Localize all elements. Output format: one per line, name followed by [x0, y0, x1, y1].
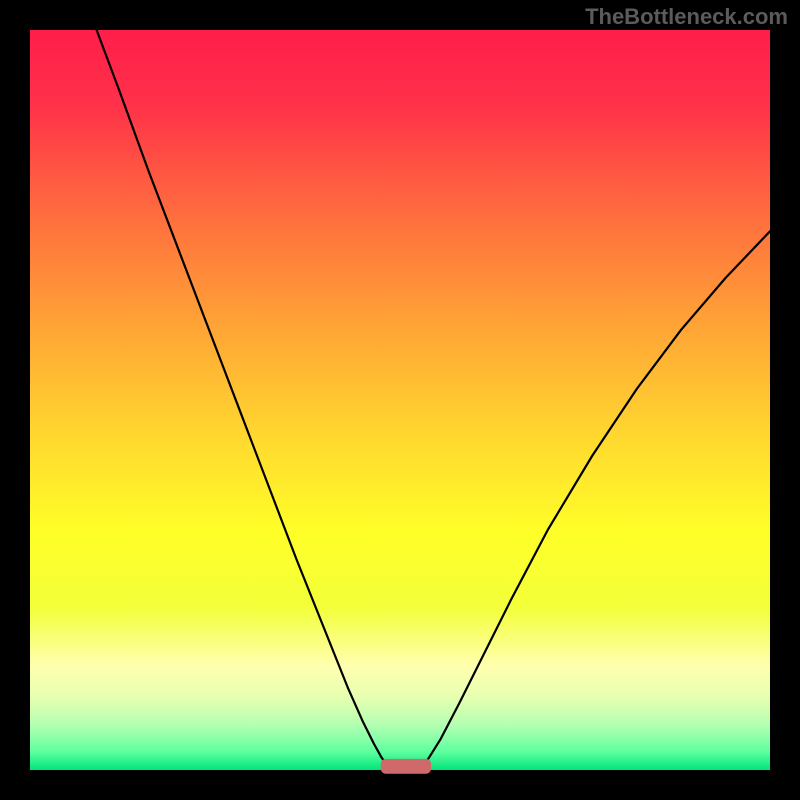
attribution-label: TheBottleneck.com	[585, 4, 788, 30]
chart-container: TheBottleneck.com	[0, 0, 800, 800]
plot-background	[30, 30, 770, 770]
minimum-marker	[381, 759, 431, 774]
bottleneck-chart	[0, 0, 800, 800]
